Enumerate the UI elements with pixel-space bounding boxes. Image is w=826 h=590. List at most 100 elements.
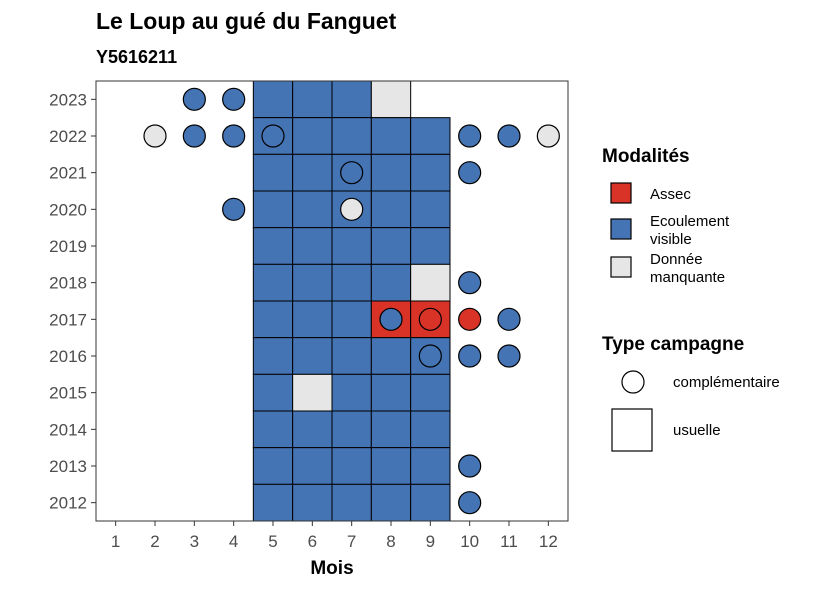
legend-shape-title: Type campagne — [602, 334, 744, 355]
tile-2014-9 — [410, 410, 451, 449]
tile-2014-5 — [252, 410, 294, 449]
tile-2023-8 — [370, 80, 412, 119]
y-axis: 2012 2013 2014 2015 2016 2017 2018 2019 2020 2021… — [49, 90, 96, 513]
point-2023-4 — [222, 87, 246, 111]
point-2022-5 — [261, 124, 285, 148]
tile-2023-6 — [292, 80, 333, 119]
x-tick-label-3: 3 — [190, 532, 199, 551]
tile-2015-7 — [331, 373, 372, 412]
point-2022-3 — [182, 124, 206, 148]
tile-2016-6 — [292, 337, 333, 375]
point-2012-10 — [458, 491, 482, 515]
point-2021-10 — [458, 161, 482, 185]
tile-2015-6 — [292, 373, 333, 412]
y-tick-label-2016: 2016 — [49, 347, 87, 366]
tile-2015-8 — [370, 373, 412, 412]
legend-shape-circle — [621, 370, 645, 394]
x-tick-label-9: 9 — [426, 532, 435, 551]
y-tick-label-2012: 2012 — [49, 494, 87, 513]
point-2021-7 — [340, 161, 364, 185]
point-2020-4 — [222, 197, 246, 221]
point-2018-10 — [458, 271, 482, 295]
point-2023-3 — [182, 87, 206, 111]
legend-key-2 — [610, 256, 632, 278]
tile-2019-6 — [292, 227, 333, 265]
x-tick-label-5: 5 — [268, 532, 277, 551]
tile-2023-7 — [331, 80, 372, 119]
point-2013-10 — [458, 454, 482, 478]
tile-2015-5 — [252, 373, 294, 412]
usuelle-tiles — [252, 80, 451, 522]
tile-2020-6 — [292, 190, 333, 229]
tile-2019-5 — [252, 227, 294, 265]
tile-2022-8 — [370, 117, 412, 155]
x-tick-label-12: 12 — [539, 532, 558, 551]
point-2017-11 — [497, 307, 521, 331]
point-2020-7 — [340, 197, 364, 221]
point-2016-10 — [458, 344, 482, 368]
y-tick-label-2013: 2013 — [49, 457, 87, 476]
legend-shape-items: complémentaire usuelle — [611, 370, 780, 452]
tile-2020-5 — [252, 190, 294, 229]
legend-shape-square — [611, 408, 653, 452]
tile-2013-6 — [292, 447, 333, 485]
legend-fill-title: Modalités — [602, 146, 690, 167]
tile-2017-7 — [331, 300, 372, 339]
tile-2012-5 — [252, 483, 294, 522]
tile-2012-6 — [292, 483, 333, 522]
y-tick-label-2017: 2017 — [49, 310, 87, 329]
plot-border — [95, 80, 569, 522]
tile-2018-5 — [252, 263, 294, 302]
y-tick-label-2022: 2022 — [49, 127, 87, 146]
tile-2018-9 — [410, 263, 451, 302]
x-tick-label-7: 7 — [347, 532, 356, 551]
tile-2018-7 — [331, 263, 372, 302]
tile-2012-8 — [370, 483, 412, 522]
y-tick-label-2015: 2015 — [49, 384, 87, 403]
tile-2018-6 — [292, 263, 333, 302]
tile-2022-6 — [292, 117, 333, 155]
tile-2017-5 — [252, 300, 294, 339]
point-2022-10 — [458, 124, 482, 148]
tile-2020-8 — [370, 190, 412, 229]
tile-2021-9 — [410, 153, 451, 192]
tile-2020-9 — [410, 190, 451, 229]
point-2022-12 — [536, 124, 560, 148]
tile-2014-8 — [370, 410, 412, 449]
complementaire-points — [143, 87, 560, 515]
legend-label-0: Assec — [650, 186, 691, 203]
tile-2015-9 — [410, 373, 451, 412]
point-2022-2 — [143, 124, 167, 148]
tile-2017-6 — [292, 300, 333, 339]
plot-area — [95, 80, 569, 522]
tile-2022-9 — [410, 117, 451, 155]
point-2016-11 — [497, 344, 521, 368]
point-2022-11 — [497, 124, 521, 148]
tile-2022-7 — [331, 117, 372, 155]
legend-key-1 — [610, 218, 632, 240]
tile-2012-7 — [331, 483, 372, 522]
tile-2013-5 — [252, 447, 294, 485]
tile-2012-9 — [410, 483, 451, 522]
tile-2014-6 — [292, 410, 333, 449]
legend-shape-label-0: complémentaire — [673, 374, 780, 391]
y-tick-label-2018: 2018 — [49, 274, 87, 293]
legend-label-2: Donnée manquante — [650, 251, 725, 286]
x-tick-label-6: 6 — [308, 532, 317, 551]
legend-shape-label-1: usuelle — [673, 422, 721, 439]
tile-2019-8 — [370, 227, 412, 265]
x-tick-label-2: 2 — [150, 532, 159, 551]
tile-2019-9 — [410, 227, 451, 265]
x-axis-label: Mois — [310, 558, 353, 579]
tile-2021-6 — [292, 153, 333, 192]
x-tick-label-1: 1 — [111, 532, 120, 551]
legend-key-0 — [610, 182, 632, 204]
y-tick-label-2014: 2014 — [49, 420, 87, 439]
chart-subtitle: Y5616211 — [96, 47, 177, 67]
tile-2013-8 — [370, 447, 412, 485]
tile-2016-5 — [252, 337, 294, 375]
x-tick-label-4: 4 — [229, 532, 238, 551]
y-tick-label-2021: 2021 — [49, 164, 87, 183]
tile-2016-8 — [370, 337, 412, 375]
